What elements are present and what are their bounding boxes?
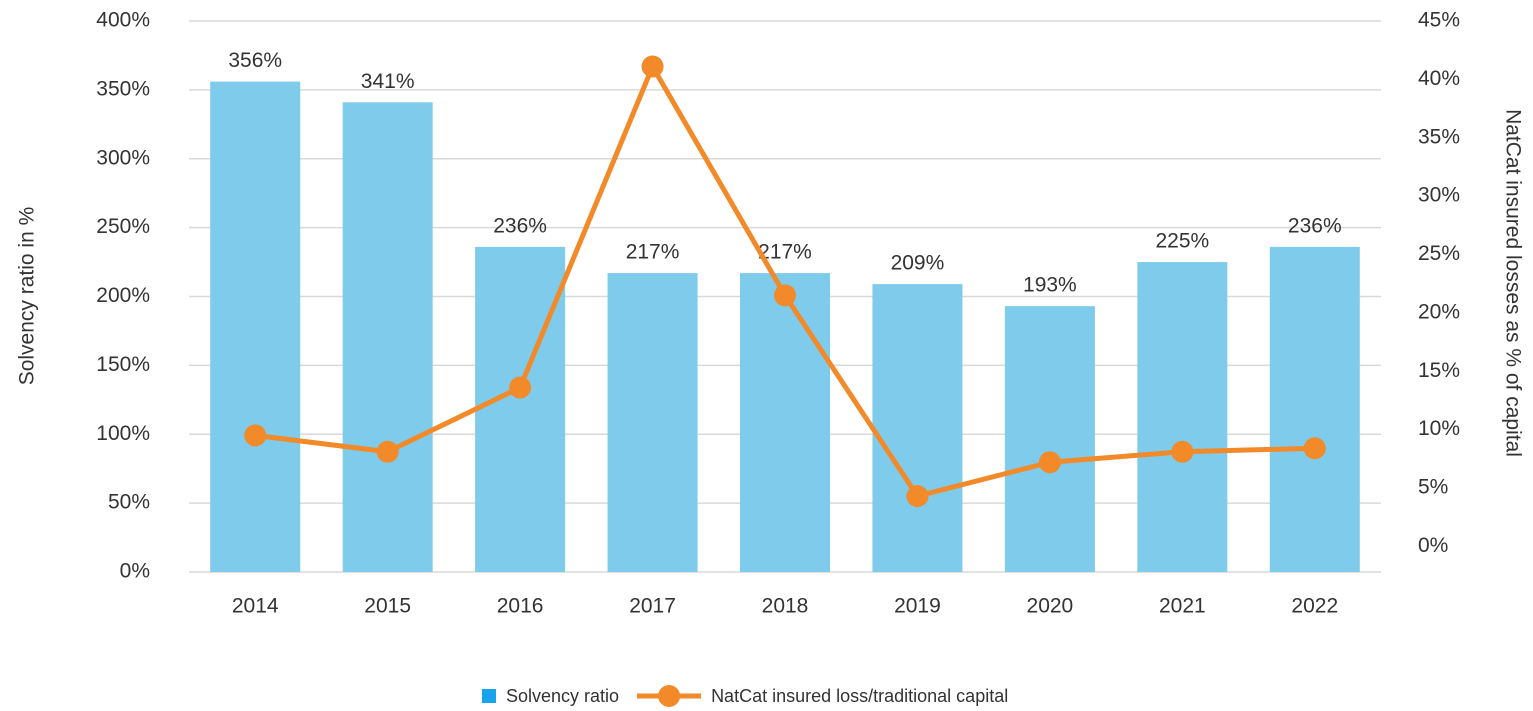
x-tick-label: 2016 [497, 595, 544, 618]
data-label: 356% [228, 49, 282, 72]
data-label: 193% [1023, 274, 1077, 297]
x-tick-label: 2019 [894, 595, 941, 618]
data-label: 225% [1155, 230, 1209, 253]
data-label: 236% [1288, 214, 1342, 237]
y-tick-label: 400% [96, 9, 150, 32]
y2-axis-title: NatCat insured losses as % of capital [1501, 109, 1524, 457]
line-marker [1171, 440, 1194, 463]
bar [740, 273, 830, 572]
y2-tick-label: 0% [1418, 534, 1448, 557]
data-label: 236% [493, 214, 547, 237]
data-label: 341% [361, 70, 415, 93]
y2-tick-label: 30% [1418, 184, 1460, 207]
y-tick-label: 150% [96, 353, 150, 376]
y-tick-label: 50% [108, 491, 150, 514]
x-tick-label: 2014 [232, 595, 279, 618]
y2-tick-label: 5% [1418, 475, 1448, 498]
y-tick-label: 0% [120, 560, 150, 583]
line-marker [774, 284, 796, 307]
legend-label: Solvency ratio [506, 686, 619, 706]
x-tick-label: 2017 [629, 595, 676, 618]
x-tick-label: 2015 [364, 595, 411, 618]
data-label: 209% [891, 252, 945, 275]
x-tick-label: 2018 [762, 595, 809, 618]
legend-swatch [482, 689, 496, 703]
data-label: 217% [626, 241, 680, 264]
line-marker [1038, 451, 1061, 474]
line-marker [509, 376, 532, 399]
bar [1269, 246, 1360, 572]
y2-tick-label: 40% [1418, 67, 1460, 90]
y-tick-label: 250% [96, 215, 150, 238]
legend-label: NatCat insured loss/traditional capital [711, 686, 1008, 706]
y2-tick-label: 15% [1418, 359, 1460, 382]
x-tick-label: 2021 [1159, 595, 1206, 618]
y-axis-title: Solvency ratio in % [16, 207, 39, 386]
bar [342, 102, 433, 573]
line-marker [641, 55, 664, 78]
line-marker [1303, 437, 1326, 460]
y-tick-label: 100% [96, 422, 150, 445]
y2-tick-label: 35% [1418, 125, 1460, 148]
bar [872, 284, 963, 572]
line-marker [244, 424, 267, 447]
x-tick-label: 2022 [1291, 595, 1338, 618]
legend-swatch [658, 685, 681, 707]
y2-tick-label: 10% [1418, 417, 1460, 440]
bar [607, 273, 698, 572]
line-marker [376, 440, 399, 463]
bar [475, 246, 566, 572]
y-tick-label: 350% [96, 77, 150, 100]
bar [1004, 306, 1095, 572]
y2-tick-label: 20% [1418, 300, 1460, 323]
y-tick-label: 300% [96, 146, 150, 169]
bar [1137, 262, 1228, 572]
y2-tick-label: 25% [1418, 242, 1460, 265]
data-label: 217% [758, 241, 812, 264]
x-tick-label: 2020 [1027, 595, 1074, 618]
bar [210, 81, 301, 573]
y2-tick-label: 45% [1418, 9, 1460, 32]
line-marker [906, 485, 929, 508]
y-tick-label: 200% [96, 284, 150, 307]
